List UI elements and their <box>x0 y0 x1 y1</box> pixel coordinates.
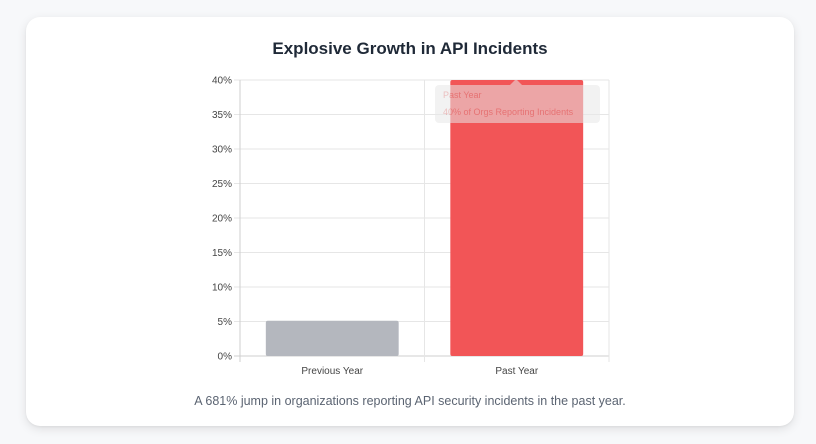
y-tick-label: 15% <box>212 248 232 259</box>
y-tick-label: 10% <box>212 283 232 294</box>
tooltip-body: 40% of Orgs Reporting Incidents <box>443 107 574 117</box>
x-tick-label: Previous Year <box>301 366 363 377</box>
y-tick-label: 5% <box>218 317 233 328</box>
chart-caption: A 681% jump in organizations reporting A… <box>194 394 626 408</box>
y-axis-ticks: 0% 5% 10% 15% 20% 25% 30% 35% 40% <box>212 76 232 363</box>
bars <box>265 80 584 356</box>
y-tick-label: 35% <box>212 110 232 121</box>
tooltip-title: Past Year <box>443 90 482 100</box>
y-tick-label: 25% <box>212 179 232 190</box>
y-tick-label: 30% <box>212 145 232 156</box>
x-tick-label: Past Year <box>495 366 538 377</box>
chart-tooltip: Past Year 40% of Orgs Reporting Incident… <box>435 79 600 123</box>
tooltip-background <box>435 85 600 123</box>
x-axis-ticks: Previous Year Past Year <box>301 366 538 377</box>
bar-chart: 0%5%10%15%20%25%30%35%40% Previous Year P… <box>212 76 610 377</box>
y-tick-label: 0% <box>218 352 233 363</box>
y-tick-label: 20% <box>212 214 232 225</box>
bar-past-year[interactable] <box>450 80 584 356</box>
bar-previous-year[interactable] <box>265 320 399 356</box>
chart-card: Explosive Growth in API Incidents 0% 5% 10… <box>26 17 794 426</box>
y-tick-label: 40% <box>212 76 232 87</box>
tooltip-arrow <box>510 79 522 85</box>
chart-title: Explosive Growth in API Incidents <box>272 39 548 58</box>
